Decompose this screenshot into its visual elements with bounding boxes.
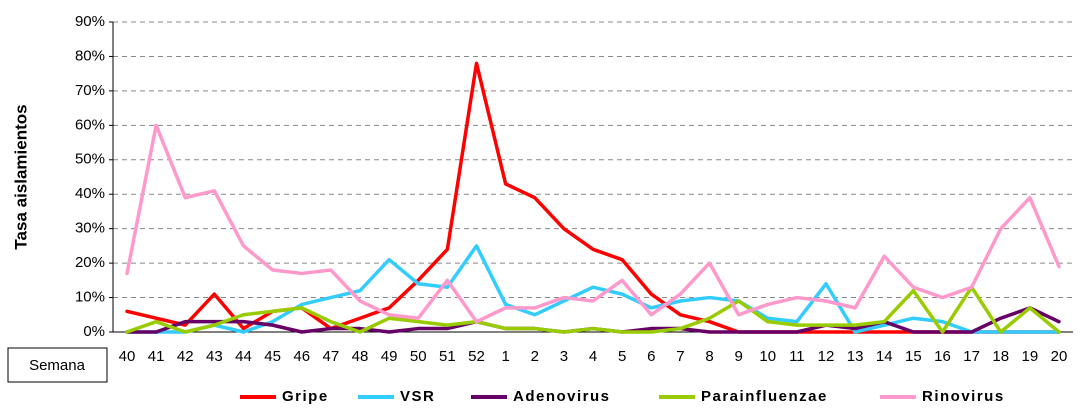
x-tick-label: 18 [992, 348, 1009, 365]
x-tick-label: 11 [789, 348, 805, 365]
series-line [125, 244, 1061, 334]
legend-label: Parainfluenzae [701, 388, 828, 405]
y-tick-label: 40% [75, 185, 105, 202]
x-tick-label: 46 [293, 348, 310, 365]
x-tick-label: 20 [1051, 348, 1068, 365]
x-tick-label: 44 [235, 348, 252, 365]
x-tick-label: 6 [647, 348, 655, 365]
x-tick-label: 8 [705, 348, 713, 365]
y-tick-label: 60% [75, 116, 105, 133]
x-tick-label: 48 [352, 348, 369, 365]
y-tick-label: 30% [75, 220, 105, 237]
y-tick-label: 90% [75, 13, 105, 30]
x-tick-label: 10 [759, 348, 776, 365]
y-tick-label: 50% [75, 151, 105, 168]
x-tick-label: 45 [264, 348, 281, 365]
x-tick-label: 41 [148, 348, 165, 365]
series-line [125, 61, 1061, 334]
x-tick-label: 14 [876, 348, 893, 365]
x-tick-label: 1 [501, 348, 509, 365]
x-tick-label: 4 [589, 348, 597, 365]
y-tick-label: 20% [75, 254, 105, 271]
x-tick-label: 19 [1022, 348, 1039, 365]
legend-label: VSR [400, 388, 435, 405]
y-tick-label: 70% [75, 82, 105, 99]
x-tick-label: 9 [734, 348, 742, 365]
y-tick-label: 10% [75, 289, 105, 306]
x-tick-label: 12 [818, 348, 835, 365]
x-tick-label: 49 [381, 348, 398, 365]
series-line [125, 285, 1061, 334]
x-tick-label: 16 [934, 348, 951, 365]
x-axis-title: Semana [29, 357, 86, 374]
legend-label: Adenovirus [513, 388, 611, 405]
series-line [125, 123, 1061, 324]
x-tick-label: 17 [963, 348, 980, 365]
x-tick-label: 3 [560, 348, 568, 365]
x-tick-label: 2 [531, 348, 539, 365]
x-tick-label: 52 [468, 348, 485, 365]
x-tick-label: 5 [618, 348, 626, 365]
x-tick-label: 50 [410, 348, 427, 365]
y-tick-label: 80% [75, 47, 105, 64]
legend-label: Gripe [282, 388, 329, 405]
x-tick-label: 15 [905, 348, 922, 365]
y-axis-title: Tasa aislamientos [11, 104, 30, 249]
x-tick-label: 47 [323, 348, 340, 365]
x-tick-label: 13 [847, 348, 864, 365]
x-tick-label: 43 [206, 348, 223, 365]
legend-label: Rinovirus [922, 388, 1005, 405]
x-label-box [7, 347, 108, 383]
x-tick-label: 42 [177, 348, 194, 365]
x-tick-label: 40 [119, 348, 136, 365]
x-tick-label: 7 [676, 348, 684, 365]
y-tick-label: 0% [83, 323, 105, 340]
x-tick-label: 51 [439, 348, 456, 365]
